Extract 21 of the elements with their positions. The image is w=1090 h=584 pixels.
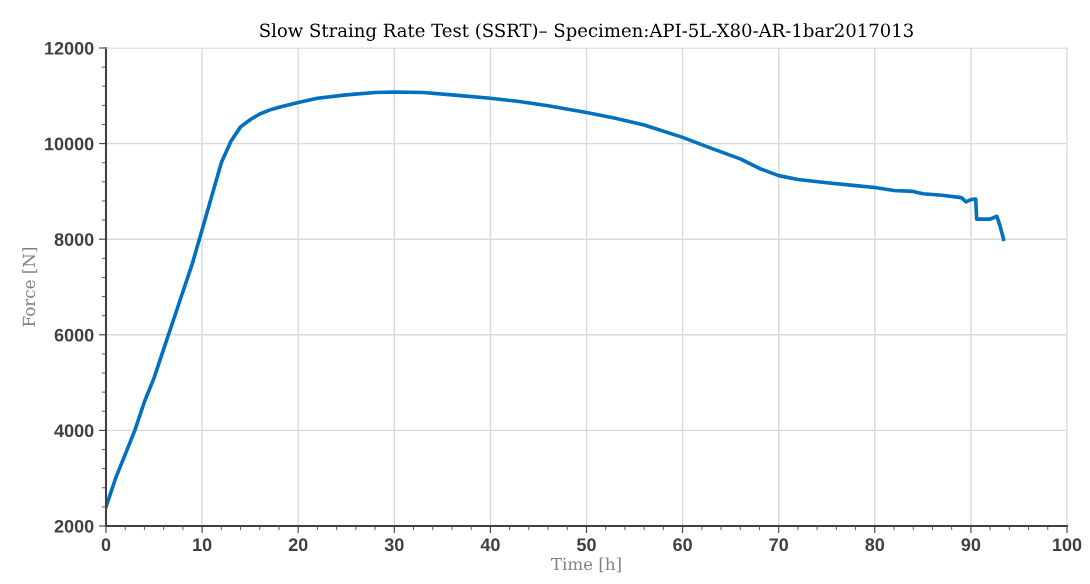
y-tick-label: 2000 — [54, 519, 94, 533]
x-tick-label: 20 — [288, 538, 308, 552]
y-tick-label: 6000 — [54, 328, 94, 342]
y-tick-label: 4000 — [54, 424, 94, 438]
x-tick-label: 60 — [673, 538, 692, 552]
x-tick-label: 30 — [384, 538, 404, 552]
x-tick-label: 0 — [101, 538, 111, 552]
y-tick-label: 12000 — [45, 41, 94, 55]
x-tick-label: 40 — [480, 538, 500, 552]
chart-title: Slow Straing Rate Test (SSRT)– Specimen:API-5L-X80-AR-1bar2017013 — [260, 23, 913, 41]
y-tick-label: 8000 — [54, 233, 94, 246]
y-axis-title: Force [N] — [22, 248, 38, 327]
x-tick-label: 90 — [961, 538, 981, 552]
x-tick-label: 70 — [769, 538, 788, 552]
x-tick-label: 10 — [193, 538, 212, 552]
x-axis-title: Time [h] — [551, 557, 621, 573]
x-tick-label: 100 — [1053, 538, 1082, 552]
x-tick-label: 80 — [865, 538, 885, 552]
line-series — [106, 90, 1006, 509]
x-tick-label: 50 — [577, 538, 596, 552]
y-tick-label: 10000 — [45, 137, 94, 151]
